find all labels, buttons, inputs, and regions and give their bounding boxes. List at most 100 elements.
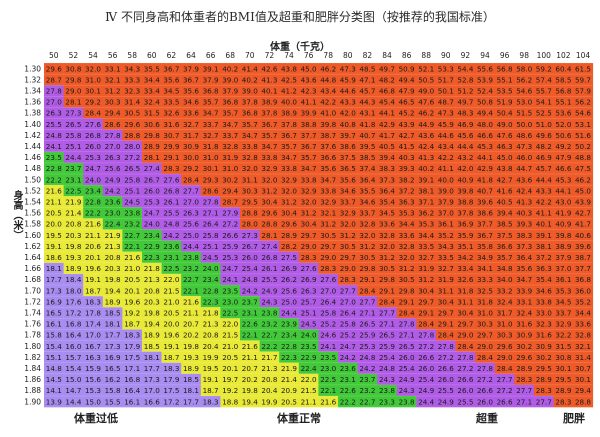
- heat-cell: [181, 329, 202, 341]
- heat-cell: [200, 285, 221, 297]
- heat-cell: [318, 129, 339, 141]
- cell-value-label: 21.8: [144, 264, 160, 273]
- cell-value-label: 26.5: [359, 320, 375, 329]
- cell-value-label: 30.4: [457, 309, 473, 318]
- heat-cell: [455, 151, 476, 164]
- cell-value-label: 18.0: [65, 286, 81, 295]
- heat-cell: [44, 207, 64, 219]
- heat-cell: [475, 218, 496, 230]
- cell-value-label: 18.5: [144, 342, 160, 351]
- heat-cell: [298, 218, 319, 230]
- heat-cell: [279, 329, 300, 341]
- heat-cell: [298, 329, 319, 341]
- heat-cell: [240, 196, 260, 208]
- cell-value-label: 19.4: [105, 286, 121, 295]
- heat-cell: [494, 273, 515, 286]
- heat-cell: [240, 340, 260, 352]
- cell-value-label: 29.0: [340, 264, 356, 273]
- y-tick-label: 1.36: [24, 98, 41, 107]
- heat-cell: [318, 218, 339, 230]
- heat-cell: [181, 140, 202, 153]
- cell-value-label: 23.2: [183, 264, 199, 273]
- heat-cell: [44, 362, 64, 375]
- heat-cell: [63, 318, 84, 330]
- cell-value-label: 26.6: [457, 375, 473, 384]
- cell-value-label: 26.1: [163, 198, 179, 207]
- heat-cell: [63, 85, 84, 97]
- heat-cell: [44, 396, 64, 408]
- cell-value-label: 32.1: [105, 75, 121, 84]
- heat-cell: [357, 129, 378, 141]
- cell-value-label: 51.5: [516, 109, 532, 118]
- y-tick-label: 1.54: [24, 198, 41, 207]
- cell-value-label: 22.9: [144, 242, 160, 251]
- heat-cell: [416, 96, 437, 108]
- cell-value-label: 21.6: [46, 186, 62, 195]
- heat-cell: [142, 140, 162, 153]
- cell-value-label: 32.9: [261, 164, 277, 173]
- heat-cell: [318, 251, 339, 264]
- cell-value-label: 29.7: [438, 309, 454, 318]
- heat-cell: [142, 351, 162, 363]
- cell-value-label: 27.0: [340, 297, 356, 306]
- cell-value-label: 49.6: [536, 131, 552, 140]
- heat-cell: [83, 229, 104, 241]
- cell-value-label: 24.7: [222, 264, 238, 273]
- cell-value-label: 41.2: [281, 87, 297, 96]
- heat-cell: [298, 296, 319, 308]
- cell-value-label: 28.3: [163, 164, 179, 173]
- heat-cell: [436, 196, 456, 208]
- heat-cell: [357, 107, 378, 119]
- heat-cell: [259, 262, 280, 275]
- cell-value-label: 42.9: [477, 164, 493, 173]
- y-tick-label: 1.68: [24, 275, 41, 284]
- heat-cell: [475, 207, 496, 219]
- cell-value-label: 31.2: [399, 264, 415, 273]
- heat-cell: [240, 307, 260, 319]
- cell-value-label: 46.2: [418, 109, 434, 118]
- heat-cell: [338, 329, 358, 341]
- heat-cell: [44, 351, 64, 363]
- cell-value-label: 20.7: [242, 364, 258, 373]
- heat-cell: [377, 63, 398, 75]
- heat-cell: [122, 229, 143, 241]
- cell-value-label: 34.4: [418, 231, 434, 240]
- heat-cell: [200, 262, 221, 275]
- cell-value-label: 16.2: [105, 375, 121, 384]
- cell-value-label: 43.4: [438, 142, 454, 151]
- cell-value-label: 23.8: [183, 253, 199, 262]
- heat-cell: [102, 373, 123, 386]
- heat-cell: [279, 174, 300, 186]
- heat-cell: [181, 196, 202, 208]
- cell-value-label: 24.7: [340, 342, 356, 351]
- cell-value-label: 36.7: [163, 64, 179, 73]
- heat-cell: [279, 118, 300, 130]
- cell-value-label: 31.6: [536, 331, 552, 340]
- heat-cell: [83, 162, 104, 175]
- heat-cell: [259, 229, 280, 241]
- heat-cell: [553, 273, 574, 286]
- heat-cell: [338, 185, 358, 197]
- cell-value-label: 25.9: [359, 331, 375, 340]
- heat-cell: [455, 351, 476, 363]
- heat-cell: [514, 218, 535, 230]
- heat-cell: [102, 384, 123, 397]
- heat-cell: [142, 384, 162, 397]
- heat-cell: [279, 129, 300, 141]
- cell-value-label: 29.0: [457, 331, 473, 340]
- heat-cell: [200, 185, 221, 197]
- heat-cell: [181, 74, 202, 86]
- heat-cell: [83, 329, 104, 341]
- heat-cell: [475, 196, 496, 208]
- heat-cell: [279, 296, 300, 308]
- heat-cell: [240, 396, 260, 408]
- cell-value-label: 17.8: [85, 309, 101, 318]
- heat-cell: [161, 251, 182, 264]
- cell-value-label: 39.6: [477, 198, 493, 207]
- cell-value-label: 52.5: [536, 109, 552, 118]
- cell-value-label: 31.9: [438, 275, 454, 284]
- cell-value-label: 32.0: [281, 186, 297, 195]
- heat-cell: [220, 151, 241, 164]
- cell-value-label: 38.1: [418, 186, 434, 195]
- heat-cell: [181, 251, 202, 264]
